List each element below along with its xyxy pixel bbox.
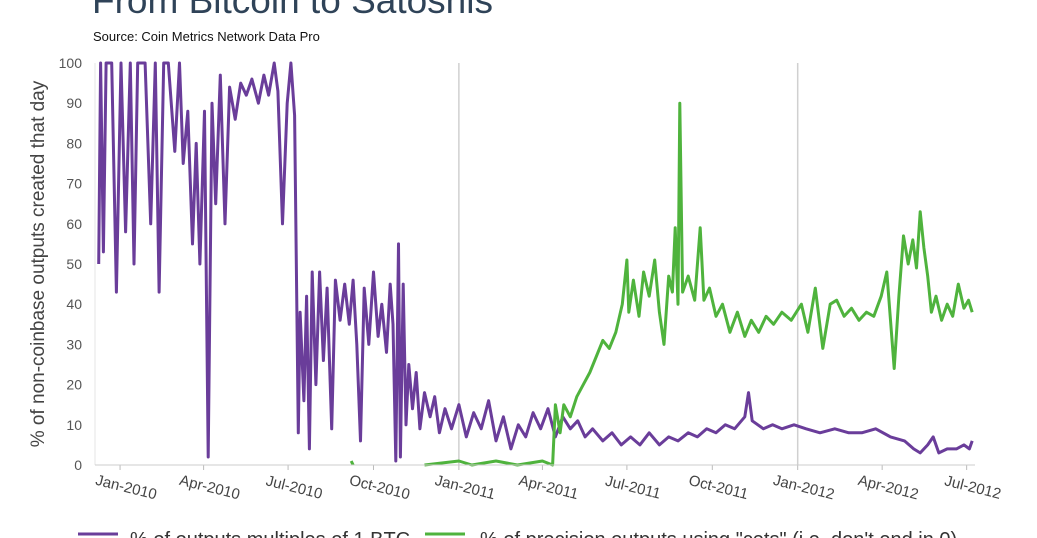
y-tick-label: 90 bbox=[66, 95, 82, 111]
series-line-btc-multiples bbox=[97, 61, 974, 463]
y-tick-label: 0 bbox=[74, 457, 82, 473]
chart-subtitle: Source: Coin Metrics Network Data Pro bbox=[93, 29, 320, 44]
x-tick-label: Jan-2011 bbox=[433, 472, 497, 503]
x-tick-label: Jul-2010 bbox=[264, 472, 324, 502]
x-tick-label: Apr-2010 bbox=[178, 472, 242, 503]
y-tick-label: 20 bbox=[66, 377, 82, 393]
y-tick-label: 100 bbox=[59, 55, 83, 71]
x-tick-label: Oct-2011 bbox=[687, 472, 750, 503]
y-tick-label: 60 bbox=[66, 216, 82, 232]
x-tick-label: Jul-2011 bbox=[604, 473, 663, 503]
x-tick-label: Jan-2012 bbox=[771, 472, 836, 504]
y-axis-label: % of non-coinbase outputs created that d… bbox=[28, 80, 49, 447]
x-tick-label: Apr-2011 bbox=[517, 472, 580, 503]
grid-lines bbox=[94, 63, 799, 465]
legend-label: % of precision outputs using "cets" (i.e… bbox=[480, 529, 957, 538]
series-line-cets bbox=[349, 460, 355, 466]
x-tick-label: Jul-2012 bbox=[943, 472, 1003, 502]
y-tick-label: 10 bbox=[66, 417, 82, 433]
y-tick-label: 50 bbox=[66, 256, 82, 272]
y-tick-label: 40 bbox=[66, 296, 82, 312]
y-axis-ticks: 0 10 20 30 40 50 60 70 80 90 100 bbox=[59, 55, 83, 473]
legend-label: % of outputs multiples of 1 BTC bbox=[130, 529, 410, 538]
x-tick-label: Jan-2010 bbox=[94, 472, 159, 504]
x-axis-ticks: Jan-2010 Apr-2010 Jul-2010 Oct-2010 Jan-2011… bbox=[94, 465, 1003, 503]
chart-title: From Bitcoin to Satoshis bbox=[92, 0, 493, 21]
x-tick-label: Oct-2010 bbox=[348, 472, 412, 503]
series-line-cets bbox=[424, 101, 974, 467]
x-tick-label: Apr-2012 bbox=[856, 472, 920, 503]
y-tick-label: 70 bbox=[66, 176, 82, 192]
series-lines bbox=[97, 61, 974, 467]
legend-item-cets: % of precision outputs using "cets" (i.e… bbox=[425, 529, 957, 538]
legend: % of outputs multiples of 1 BTC % of prec… bbox=[78, 529, 957, 538]
legend-item-btc-multiples: % of outputs multiples of 1 BTC bbox=[78, 529, 410, 538]
y-tick-label: 80 bbox=[66, 135, 82, 151]
y-tick-label: 30 bbox=[66, 336, 82, 352]
